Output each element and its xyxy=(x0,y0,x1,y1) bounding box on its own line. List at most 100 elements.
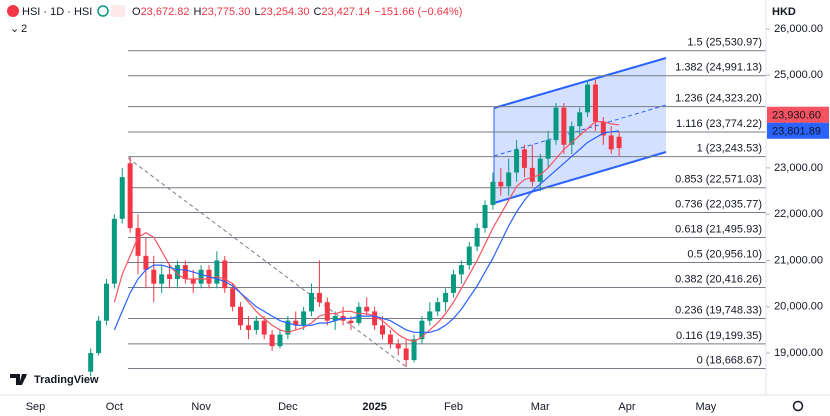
x-tick-label: Mar xyxy=(531,401,550,413)
candle-body xyxy=(119,177,125,219)
ohlc-key: O xyxy=(132,6,141,18)
candle-body xyxy=(608,135,614,150)
candle-body xyxy=(600,121,606,136)
candle-body xyxy=(332,316,338,321)
price-tag-label: 23,930.60 xyxy=(772,110,821,122)
candle-body xyxy=(96,320,102,354)
candle-body xyxy=(577,112,583,127)
candle-body xyxy=(253,320,259,330)
y-tick-label: 20,000.00 xyxy=(774,301,823,313)
candle-body xyxy=(537,158,543,182)
watermark-text: TradingView xyxy=(34,374,99,386)
fib-label: 1 (23,243.53) xyxy=(697,143,762,155)
symbol[interactable]: HSI · 1D · HSI xyxy=(22,6,92,18)
channel-upper xyxy=(493,57,667,109)
ohlc-key: H xyxy=(194,6,202,18)
candle-body xyxy=(230,288,236,307)
candle-body xyxy=(143,255,149,270)
fib-label: 0.853 (22,571.03) xyxy=(675,174,762,186)
candle-body xyxy=(387,334,393,344)
x-tick-label: May xyxy=(695,401,716,413)
fib-label: 0.236 (19,748.33) xyxy=(675,304,762,316)
eye-icon[interactable] xyxy=(97,5,109,17)
candle-body xyxy=(316,292,322,303)
settings-icon[interactable] xyxy=(792,400,804,412)
candle-body xyxy=(372,311,378,326)
fib-label: 1.382 (24,991.13) xyxy=(675,62,762,74)
candle-body xyxy=(348,320,354,324)
candle-body xyxy=(403,348,409,361)
candle-body xyxy=(159,274,165,284)
candle-body xyxy=(167,274,173,280)
price-tag xyxy=(767,106,829,123)
moving-average xyxy=(113,121,620,343)
x-tick-label: Sep xyxy=(26,401,46,413)
fib-label: 0.736 (22,035.77) xyxy=(675,198,762,210)
x-tick-label: Nov xyxy=(191,401,211,413)
candle-body xyxy=(616,136,622,149)
candle-body xyxy=(151,269,157,284)
fib-label: 0 (18,668.67) xyxy=(697,354,762,366)
candle-body xyxy=(356,306,362,324)
indicator-count[interactable]: 2 xyxy=(21,23,27,35)
candle-body xyxy=(277,334,283,347)
candle-body xyxy=(380,325,385,335)
candle-body xyxy=(324,302,330,321)
candle-body xyxy=(490,181,496,205)
candle-body xyxy=(309,292,315,312)
candle-body xyxy=(103,283,109,321)
currency[interactable]: HKD xyxy=(772,6,796,18)
plot-area: 1.5 (25,530.97) 1.382 (24,991.13) 1.236 (2… xyxy=(88,37,766,377)
watermark: TradingView xyxy=(10,374,99,386)
candle-body xyxy=(411,339,417,361)
ohlc-value: 23,427.14 xyxy=(321,6,370,18)
x-tick-label: Dec xyxy=(278,401,298,413)
ohlc-key: L xyxy=(254,6,260,18)
candle-body xyxy=(269,334,275,347)
fib-label: 0.382 (20,416.26) xyxy=(675,273,762,285)
candle-body xyxy=(190,279,196,284)
y-tick-label: 21,000.00 xyxy=(774,254,823,266)
candle-body xyxy=(245,325,251,330)
candle-body xyxy=(474,228,480,247)
y-tick-label: 19,000.00 xyxy=(774,347,823,359)
price-tag xyxy=(767,122,829,139)
candle-body xyxy=(88,353,94,372)
candle-body xyxy=(592,84,598,122)
symbol-icon xyxy=(7,5,19,17)
fib-label: 1.236 (24,323.20) xyxy=(675,93,762,105)
candle-body xyxy=(214,260,220,284)
ohlc-values: O23,672.82 H23,775.30 L23,254.30 C23,427.14… xyxy=(132,6,462,18)
candle-body xyxy=(545,140,551,159)
candle-body xyxy=(506,172,512,187)
candle-body xyxy=(498,181,504,187)
y-tick-label: 23,000.00 xyxy=(774,162,823,174)
ohlc-value: 23,775.30 xyxy=(201,6,250,18)
fib-label: 0.116 (19,199.35) xyxy=(676,330,762,342)
candle-body xyxy=(458,265,464,275)
ohlc-value: 23,254.30 xyxy=(261,6,310,18)
y-tick-label: 22,000.00 xyxy=(774,208,823,220)
candle-body xyxy=(198,269,204,284)
watermark-logo-dot xyxy=(22,374,26,379)
candle-body xyxy=(569,126,575,145)
candle-body xyxy=(182,265,188,280)
candle-body xyxy=(135,228,141,256)
candle-body xyxy=(561,107,567,145)
candle-body xyxy=(261,320,267,335)
candle-body xyxy=(466,246,472,266)
collapse-arrow[interactable]: ⌄ xyxy=(10,23,19,35)
candle-body xyxy=(301,311,307,326)
candle-body xyxy=(419,320,425,340)
candle-body xyxy=(293,320,299,326)
candle-body xyxy=(127,163,133,229)
y-tick-label: 25,000.00 xyxy=(774,69,823,81)
compare-icon[interactable] xyxy=(111,5,125,17)
candle-body xyxy=(514,149,520,173)
channel-lower xyxy=(493,151,667,204)
x-tick-label: Feb xyxy=(444,401,463,413)
candle-body xyxy=(222,260,228,289)
candle-body xyxy=(111,218,117,284)
ohlc-change: −151.66 (−0.64%) xyxy=(374,6,462,18)
fib-label: 1.116 (23,774.22) xyxy=(676,118,762,130)
